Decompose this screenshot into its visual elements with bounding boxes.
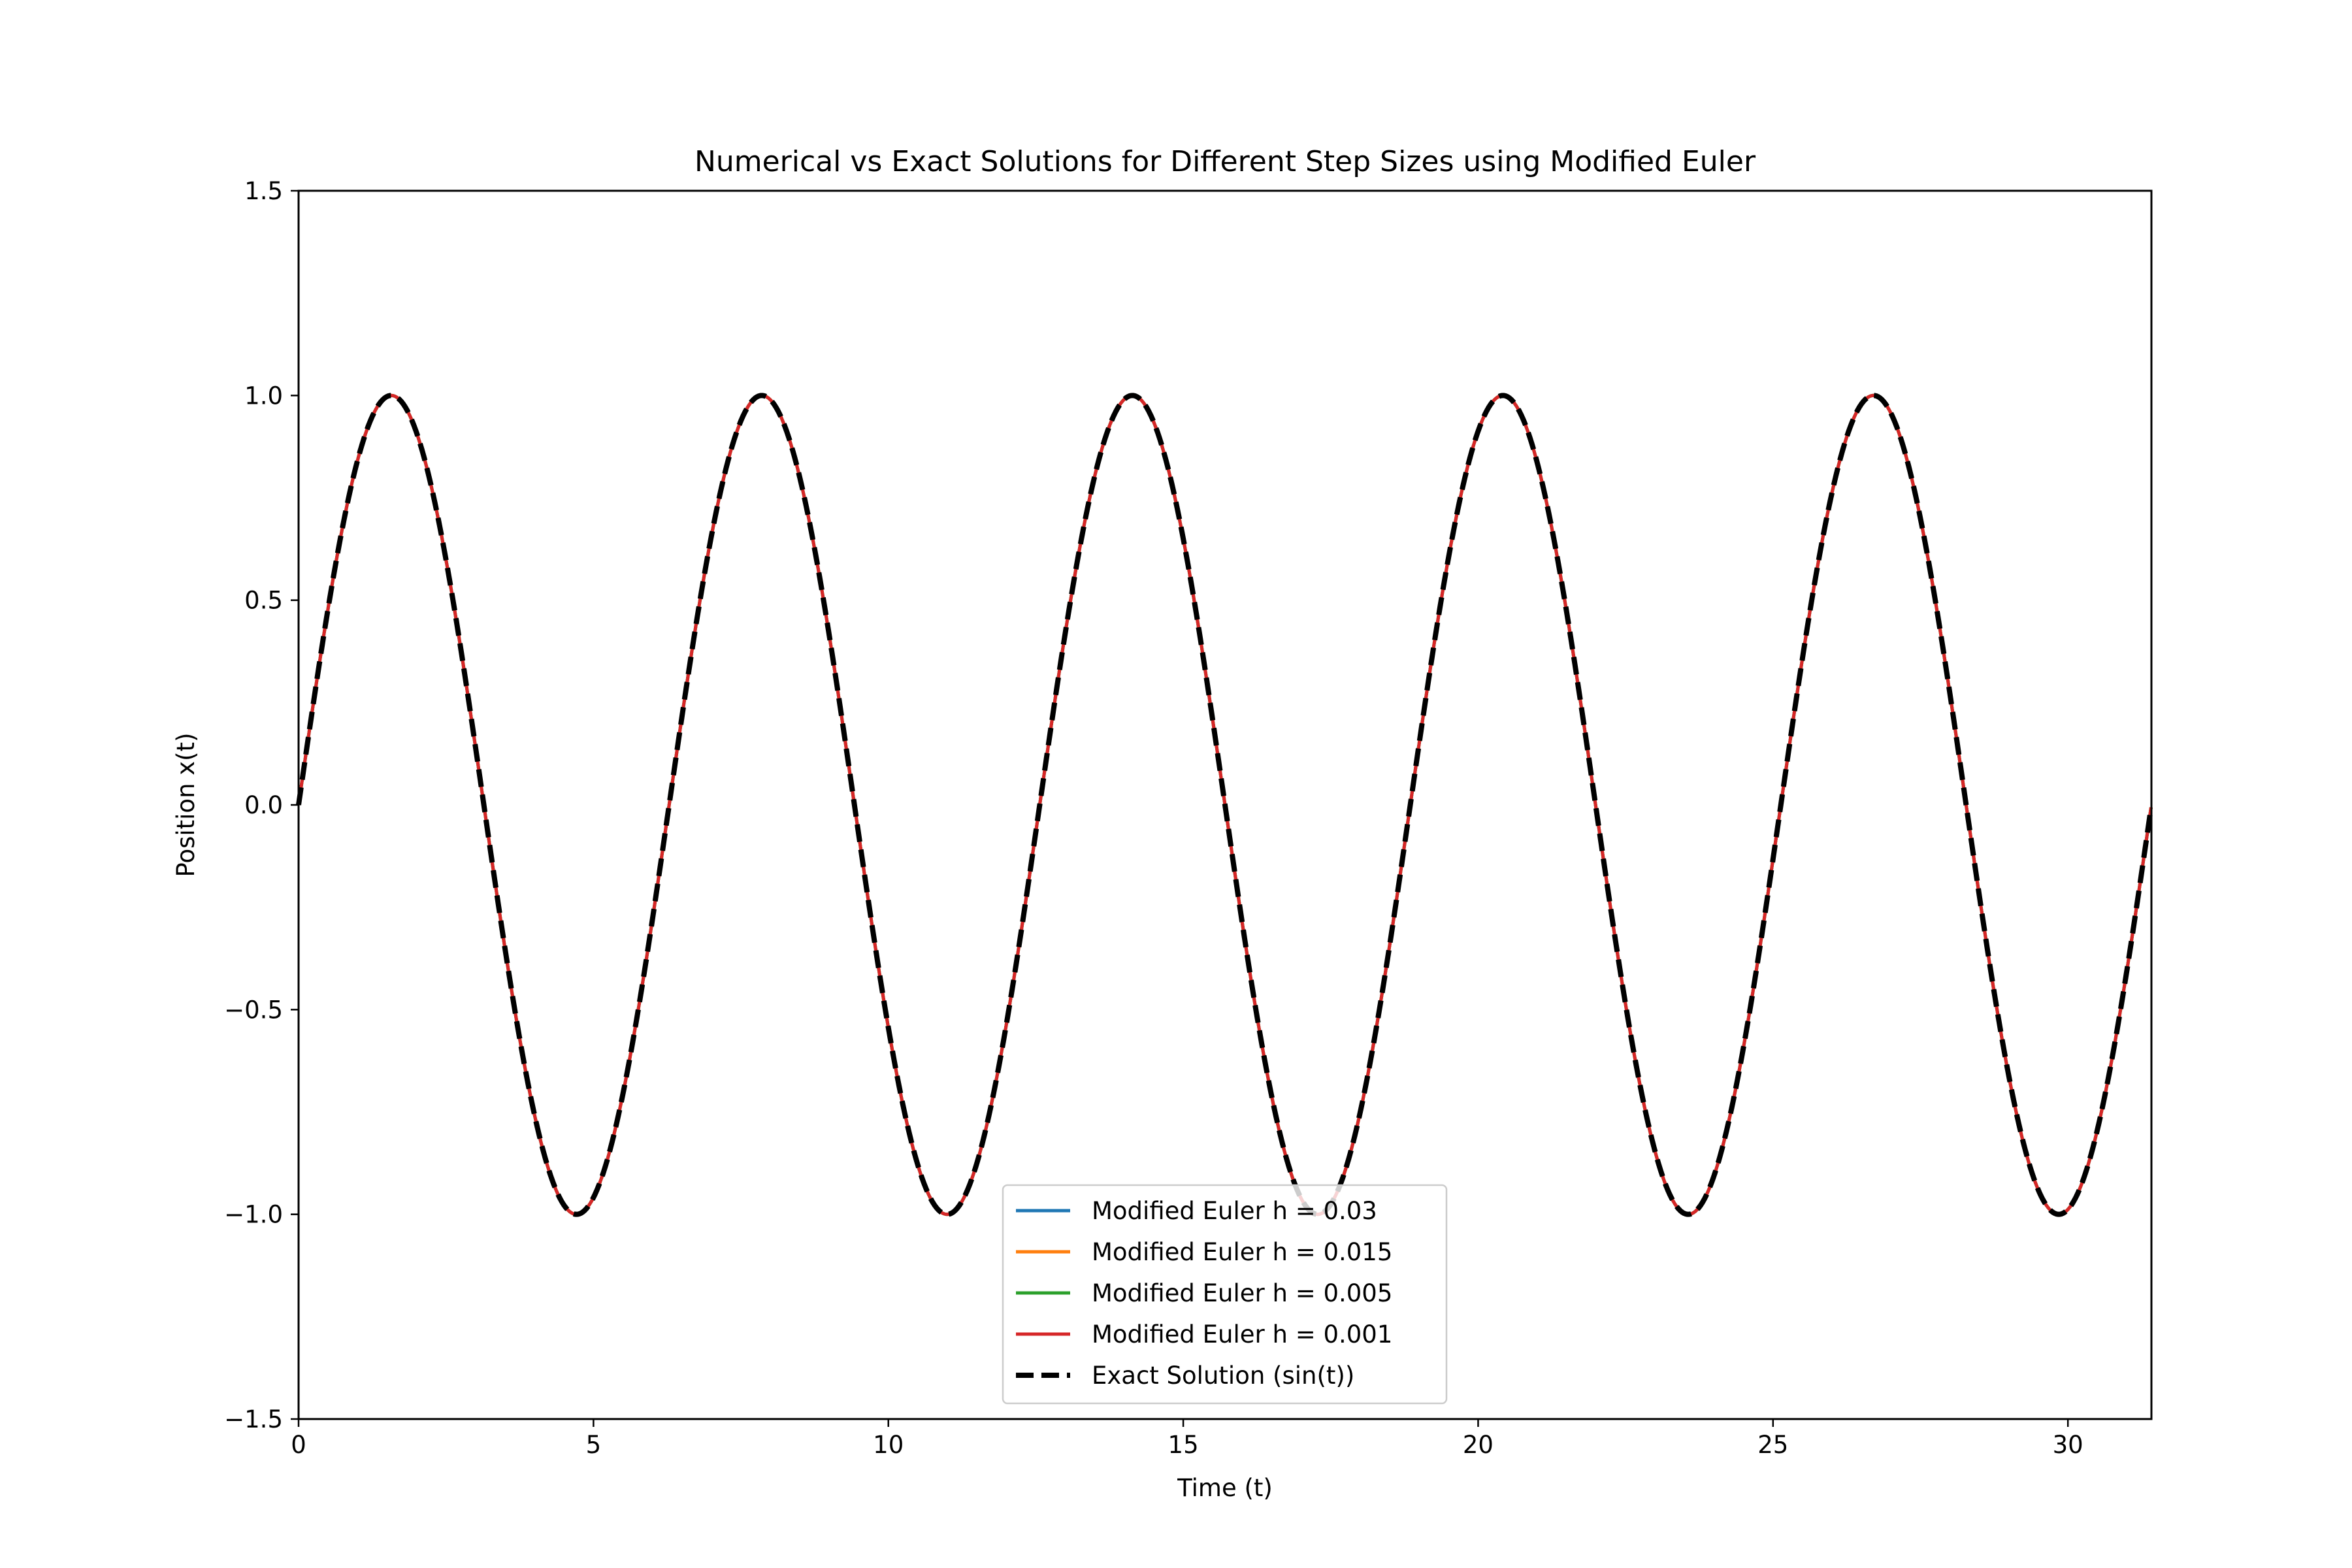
- y-axis-title: Position x(t): [172, 732, 200, 877]
- legend: Modified Euler h = 0.03 Modified Euler h …: [1002, 1184, 1448, 1405]
- legend-label-4: Modified Euler h = 0.001: [1092, 1320, 1392, 1348]
- x-tick-label: 25: [1757, 1431, 1788, 1459]
- legend-label-3: Modified Euler h = 0.005: [1092, 1279, 1392, 1307]
- x-axis: 0 5 10 15 20 25 30: [291, 1419, 2083, 1459]
- series-line-5: [296, 393, 2154, 1217]
- x-tick-label: 30: [2053, 1431, 2083, 1459]
- y-axis: 1.5 1.0 0.5 0.0 −0.5 −1.0 −1.5: [224, 177, 299, 1433]
- y-tick-label: 0.5: [244, 587, 283, 615]
- series-layer: [296, 393, 2154, 1217]
- y-tick-label: 0.0: [244, 791, 283, 819]
- legend-label-1: Modified Euler h = 0.03: [1092, 1197, 1377, 1225]
- x-tick-label: 5: [586, 1431, 602, 1459]
- x-tick-label: 0: [291, 1431, 306, 1459]
- y-tick-label: −0.5: [224, 996, 283, 1024]
- legend-box: [1002, 1184, 1448, 1405]
- x-tick-label: 20: [1463, 1431, 1494, 1459]
- y-tick-label: −1.5: [224, 1405, 283, 1433]
- legend-label-5: Exact Solution (sin(t)): [1092, 1362, 1354, 1390]
- legend-label-2: Modified Euler h = 0.015: [1092, 1238, 1392, 1266]
- chart-title: Numerical vs Exact Solutions for Differe…: [694, 145, 1756, 178]
- y-tick-label: −1.0: [224, 1201, 283, 1229]
- x-axis-title: Time (t): [1177, 1474, 1273, 1502]
- y-tick-label: 1.5: [244, 177, 283, 205]
- x-tick-label: 15: [1168, 1431, 1199, 1459]
- x-tick-label: 10: [873, 1431, 904, 1459]
- y-tick-label: 1.0: [244, 382, 283, 410]
